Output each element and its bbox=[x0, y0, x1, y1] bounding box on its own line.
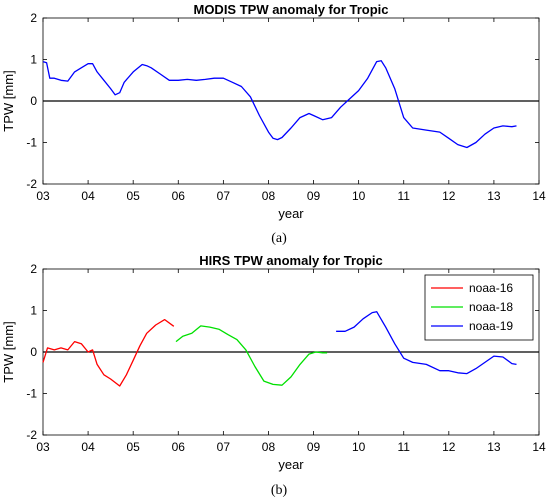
y-tick-label: 2 bbox=[30, 262, 37, 276]
x-tick-label: 05 bbox=[127, 440, 141, 454]
chart-title: HIRS TPW anomaly for Tropic bbox=[199, 253, 382, 268]
x-tick-label: 12 bbox=[442, 189, 456, 203]
legend-label: noaa-18 bbox=[469, 300, 513, 314]
x-axis-label: year bbox=[278, 457, 304, 472]
legend-label: noaa-19 bbox=[469, 319, 513, 333]
x-tick-label: 12 bbox=[442, 440, 456, 454]
y-tick-label: -2 bbox=[26, 177, 37, 191]
x-tick-label: 03 bbox=[36, 189, 50, 203]
series-line bbox=[42, 60, 517, 149]
y-tick-label: -1 bbox=[26, 136, 37, 150]
x-tick-label: 10 bbox=[352, 440, 366, 454]
y-axis-label: TPW [mm] bbox=[1, 321, 16, 382]
legend-label: noaa-16 bbox=[469, 281, 513, 295]
figure-caption: (a) bbox=[271, 231, 287, 246]
x-tick-label: 06 bbox=[172, 189, 186, 203]
x-tick-label: 11 bbox=[397, 189, 410, 203]
chart-title: MODIS TPW anomaly for Tropic bbox=[193, 2, 388, 17]
y-tick-label: 2 bbox=[30, 11, 37, 25]
y-tick-label: 1 bbox=[30, 304, 37, 318]
x-tick-label: 07 bbox=[217, 189, 231, 203]
x-tick-label: 07 bbox=[217, 440, 231, 454]
x-tick-label: 13 bbox=[487, 189, 501, 203]
y-tick-label: -1 bbox=[26, 387, 37, 401]
figure-caption: (b) bbox=[271, 483, 288, 498]
series-line-noaa-19 bbox=[336, 311, 517, 375]
x-tick-label: 08 bbox=[262, 189, 276, 203]
legend: noaa-16 noaa-18 noaa-19 bbox=[424, 274, 534, 341]
x-tick-label: 04 bbox=[81, 440, 95, 454]
x-tick-label: 09 bbox=[307, 189, 321, 203]
x-tick-label: 14 bbox=[532, 440, 546, 454]
x-tick-label: 11 bbox=[397, 440, 410, 454]
series-line-noaa-18 bbox=[175, 325, 328, 386]
x-tick-label: 06 bbox=[172, 440, 186, 454]
x-tick-label: 05 bbox=[127, 189, 141, 203]
series-line-noaa-16 bbox=[42, 318, 175, 387]
y-tick-label: 0 bbox=[30, 345, 37, 359]
x-axis-label: year bbox=[278, 206, 304, 221]
y-tick-label: 0 bbox=[30, 94, 37, 108]
x-tick-label: 14 bbox=[532, 189, 546, 203]
x-tick-label: 03 bbox=[36, 440, 50, 454]
y-tick-label: -2 bbox=[26, 428, 37, 442]
x-tick-label: 09 bbox=[307, 440, 321, 454]
x-tick-label: 08 bbox=[262, 440, 276, 454]
y-tick-label: 1 bbox=[30, 53, 37, 67]
x-tick-label: 04 bbox=[81, 189, 95, 203]
x-tick-label: 10 bbox=[352, 189, 366, 203]
y-axis-label: TPW [mm] bbox=[1, 70, 16, 131]
x-tick-label: 13 bbox=[487, 440, 501, 454]
